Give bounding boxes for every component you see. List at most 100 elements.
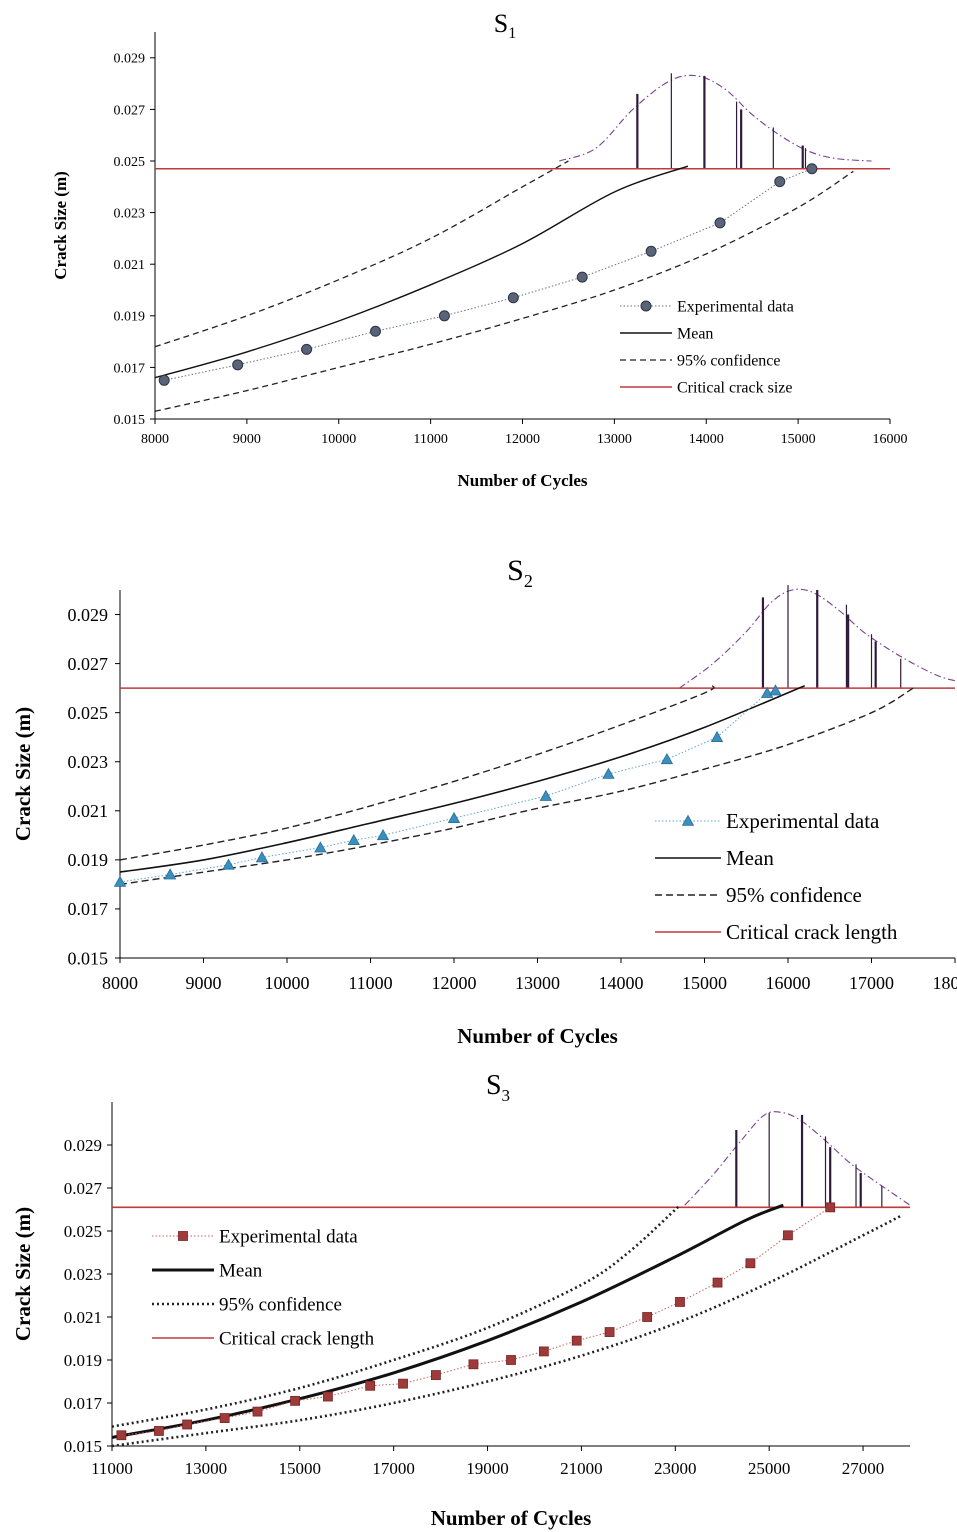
s3-distribution-curve <box>684 1111 911 1206</box>
s3-y-axis-label: Crack Size (m) <box>11 1207 35 1341</box>
s3-x-tick-label: 17000 <box>372 1459 415 1478</box>
chart-s2-title: S2 <box>507 554 533 591</box>
s1-experimental-point <box>576 271 588 283</box>
s3-y-tick-label: 0.023 <box>64 1265 102 1284</box>
s3-experimental-point <box>745 1258 756 1269</box>
s2-x-tick-label: 14000 <box>599 973 644 993</box>
s3-x-tick-label: 21000 <box>560 1459 603 1478</box>
s1-experimental-point <box>232 359 244 371</box>
s1-experimental-point <box>774 176 786 188</box>
s2-legend-label: Critical crack length <box>726 920 898 944</box>
s2-experimental-point <box>347 833 360 846</box>
s1-y-tick-label: 0.023 <box>114 207 146 222</box>
s3-y-tick-label: 0.027 <box>64 1179 103 1198</box>
s3-experimental-point <box>468 1359 479 1370</box>
s2-y-tick-label: 0.017 <box>68 899 109 919</box>
s2-confidence-upper-line <box>119 685 715 861</box>
s3-experimental-point <box>604 1327 615 1337</box>
s1-confidence-lower-line <box>154 170 854 412</box>
chart-s3-title: S3 <box>486 1070 510 1105</box>
s1-x-axis-label: Number of Cycles <box>458 471 588 490</box>
s2-x-tick-label: 15000 <box>682 973 727 993</box>
s1-x-tick-label: 13000 <box>597 432 632 447</box>
s3-x-tick-label: 19000 <box>466 1459 509 1478</box>
s3-experimental-point <box>290 1395 300 1406</box>
s1-y-axis-label: Crack Size (m) <box>51 171 70 280</box>
s3-experimental-point <box>783 1230 793 1241</box>
s3-legend-label: Mean <box>219 1260 263 1281</box>
s2-x-tick-label: 13000 <box>515 973 560 993</box>
s2-y-tick-label: 0.021 <box>68 801 109 821</box>
s3-experimental-point <box>323 1391 333 1402</box>
s2-experimental-point <box>447 811 461 823</box>
s3-confidence-upper-line <box>111 1204 681 1428</box>
s1-experimental-point <box>438 310 450 322</box>
chart-s1-plot: 0.015 0.017 0.019 0.021 0.023 0.025 0.027 0.029… <box>51 32 908 490</box>
s3-experimental-point <box>252 1406 263 1417</box>
s2-experimental-line <box>119 690 776 883</box>
chart-s2: S2 0.0150.0170.0190.0210.0230.0250.0270.… <box>11 554 957 1048</box>
s1-legend-label: Critical crack size <box>677 379 793 396</box>
s2-y-tick-label: 0.023 <box>68 752 109 772</box>
s2-experimental-point <box>710 730 724 742</box>
s2-experimental-point <box>222 858 235 870</box>
s3-y-tick-label: 0.015 <box>64 1437 102 1456</box>
chart-s1-title: S1 <box>494 9 516 42</box>
s2-experimental-point <box>602 767 615 779</box>
s2-mean-line <box>119 684 806 873</box>
s2-experimental-point <box>660 752 674 765</box>
s1-distribution-curve <box>559 74 872 162</box>
s1-x-tick-label: 10000 <box>321 432 356 447</box>
s3-experimental-point <box>398 1378 408 1389</box>
s1-y-tick-label: 0.021 <box>114 258 146 273</box>
s1-y-tick-label: 0.027 <box>114 103 146 118</box>
s3-x-tick-label: 15000 <box>279 1459 322 1478</box>
chart-s3-plot: 0.015 0.017 0.019 0.021 0.023 0.025 0.027 0.029… <box>11 1102 911 1530</box>
s2-y-tick-label: 0.015 <box>68 948 109 968</box>
s2-experimental-point <box>314 841 327 853</box>
s3-legend-experimental-marker <box>178 1231 188 1241</box>
s3-x-tick-label: 25000 <box>748 1459 791 1478</box>
s2-experimental-point <box>113 875 127 887</box>
s3-experimental-point <box>116 1430 127 1441</box>
s3-x-tick-label: 27000 <box>842 1459 885 1478</box>
s1-experimental-point <box>370 325 381 337</box>
s1-experimental-line <box>164 168 813 381</box>
s3-y-tick-label: 0.025 <box>64 1222 102 1241</box>
s2-x-axis-label: Number of Cycles <box>457 1024 618 1048</box>
s1-y-tick-label: 0.025 <box>114 155 146 170</box>
s1-x-tick-label: 12000 <box>505 432 540 447</box>
s2-y-axis-label: Crack Size (m) <box>11 707 35 841</box>
s2-experimental-point <box>376 829 390 841</box>
s2-x-tick-label: 17000 <box>849 973 894 993</box>
s2-x-tick-label: 11000 <box>348 973 392 993</box>
s2-legend-label: 95% confidence <box>726 883 862 907</box>
s2-experimental-point <box>769 684 782 696</box>
s2-legend-label: Mean <box>726 846 774 870</box>
s2-x-tick-label: 16000 <box>766 973 811 993</box>
s1-legend-label: Mean <box>677 325 713 342</box>
s3-legend-label: Experimental data <box>219 1226 358 1247</box>
s3-experimental-point <box>675 1297 685 1307</box>
s1-legend-label: 95% confidence <box>677 352 781 369</box>
s3-mean-line <box>111 1203 784 1439</box>
s1-x-tick-label: 9000 <box>233 432 261 447</box>
s3-experimental-point <box>538 1346 549 1357</box>
s3-experimental-point <box>430 1370 441 1380</box>
s1-experimental-point <box>301 343 313 355</box>
s3-legend-label: Critical crack length <box>219 1328 375 1349</box>
s1-legend-label: Experimental data <box>677 298 794 315</box>
s3-x-axis-label: Number of Cycles <box>431 1506 592 1530</box>
s3-y-tick-label: 0.021 <box>64 1308 102 1327</box>
s3-x-tick-label: 23000 <box>654 1459 697 1478</box>
s1-experimental-point <box>158 374 170 386</box>
s3-experimental-point <box>154 1426 164 1436</box>
s3-y-tick-label: 0.017 <box>64 1394 103 1413</box>
s1-y-tick-label: 0.019 <box>114 310 146 325</box>
s2-x-tick-label: 18000 <box>933 973 957 993</box>
chart-s2-plot: 0.015 0.017 0.019 0.021 0.023 0.025 0.027 0.029… <box>11 585 957 1048</box>
s1-x-tick-label: 16000 <box>873 432 908 447</box>
s2-x-tick-label: 12000 <box>432 973 477 993</box>
s1-experimental-point <box>507 292 519 304</box>
